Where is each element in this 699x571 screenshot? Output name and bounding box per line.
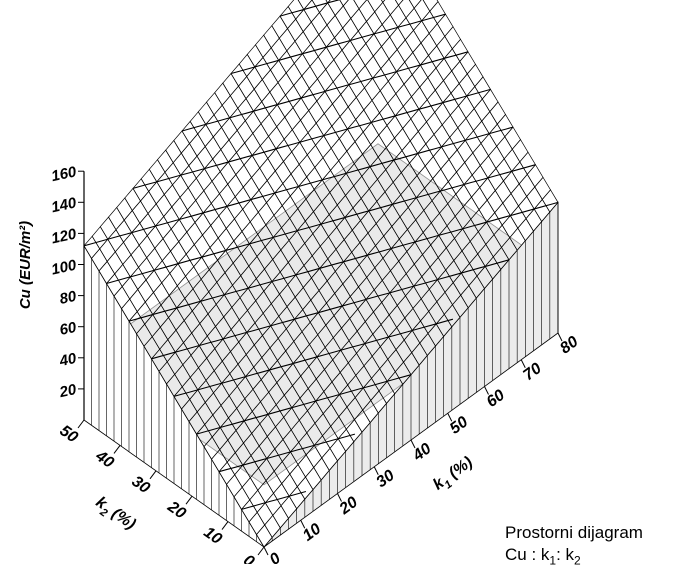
surface-cell xyxy=(394,0,404,6)
surface-contour xyxy=(241,490,307,510)
k1-tick-label: 10 xyxy=(300,520,324,544)
k1-tick-mark xyxy=(373,466,379,475)
surface-contour xyxy=(230,13,446,75)
k2-tick-label: 40 xyxy=(92,447,117,472)
surface-contour xyxy=(132,88,491,189)
cu-tick-label: 100 xyxy=(50,257,79,279)
surface-contour xyxy=(196,374,412,435)
axes xyxy=(77,170,563,556)
chart-caption: Prostorni dijagram Cu : k1: k2 xyxy=(505,522,699,571)
k2-tick-mark xyxy=(113,445,121,454)
k2-tick-label: 20 xyxy=(164,498,189,523)
k1-tick-mark xyxy=(447,413,453,422)
surface-cell xyxy=(311,0,329,14)
surface-contour xyxy=(279,0,341,17)
k1-tick-label: 30 xyxy=(373,467,397,491)
k1-tick-label: 0 xyxy=(267,550,284,564)
k1-tick-mark xyxy=(300,520,306,529)
k2-tick-label: 30 xyxy=(128,473,152,497)
cu-tick-label: 160 xyxy=(50,163,79,185)
caption-cu-k: Cu : k xyxy=(505,545,550,564)
surface-cell xyxy=(287,0,305,20)
caption-sub-2: 2 xyxy=(574,553,581,568)
surface-cell xyxy=(408,0,422,9)
k1-tick-label: 80 xyxy=(557,333,581,357)
k2-tick-label: 0 xyxy=(240,552,257,564)
caption-line-2: Cu : k1: k2 xyxy=(505,544,699,571)
caption-line-1: Prostorni dijagram xyxy=(505,523,643,542)
k1-tick-mark xyxy=(484,386,489,395)
surface-cell xyxy=(422,0,439,12)
k1-tick-label: 70 xyxy=(520,360,544,384)
surface-cell xyxy=(303,0,320,23)
surface-cell xyxy=(327,0,344,16)
k2-tick-label: 50 xyxy=(56,422,80,446)
k1-tick-mark xyxy=(557,332,563,342)
caption-mid: : k xyxy=(556,545,575,564)
surface-contour xyxy=(83,126,514,247)
cu-tick-label: 60 xyxy=(58,319,78,339)
surface-cell xyxy=(353,0,368,10)
k1-axis-title: k1 (%) xyxy=(430,454,478,497)
cu-axis-title: Cu (EUR/m²) xyxy=(17,221,34,309)
caption-sub-1: 1 xyxy=(549,553,557,568)
k1-tick-label: 50 xyxy=(447,413,471,437)
surface-cell xyxy=(297,0,313,11)
surface-contour xyxy=(151,259,510,360)
cu-tick-label: 80 xyxy=(58,288,78,308)
k1-tick-label: 60 xyxy=(484,387,508,411)
k1-tick-mark xyxy=(337,493,342,502)
cu-tick-label: 120 xyxy=(50,225,79,247)
surface-contour xyxy=(181,51,469,132)
surface-cell xyxy=(381,0,386,3)
k2-tick-mark xyxy=(221,521,229,530)
surface-contour xyxy=(128,201,559,322)
k2-tick-label: 10 xyxy=(200,524,224,548)
surface-contour xyxy=(106,164,536,285)
surface-cell xyxy=(398,0,415,19)
surface-contour xyxy=(173,318,454,397)
surface-contour xyxy=(218,433,356,473)
k2-tick-mark xyxy=(77,419,85,429)
surface-mesh xyxy=(83,0,559,548)
k1-tick-mark xyxy=(263,546,269,556)
k1-tick-mark xyxy=(520,359,526,368)
k2-axis-title: k2 (%) xyxy=(90,494,138,537)
surface-cell xyxy=(325,0,331,4)
surface-cell xyxy=(342,0,360,19)
k1-tick-mark xyxy=(410,439,416,449)
cu-tick-label: 40 xyxy=(57,350,78,370)
k2-tick-mark xyxy=(257,546,265,556)
k2-tick-mark xyxy=(185,495,193,505)
k2-tick-mark xyxy=(149,470,157,480)
cu-tick-label: 140 xyxy=(50,194,79,216)
surface-cell xyxy=(339,0,349,7)
surface-cell xyxy=(367,0,384,13)
cu-tick-label: 20 xyxy=(57,381,78,401)
surface-cell xyxy=(382,0,399,16)
